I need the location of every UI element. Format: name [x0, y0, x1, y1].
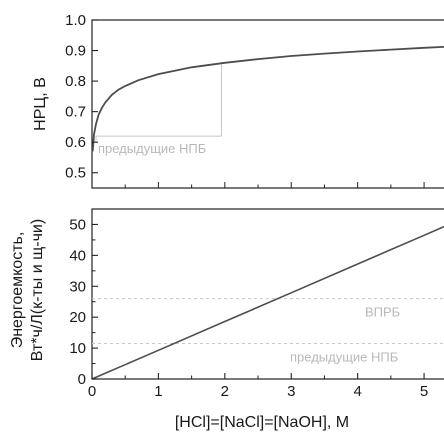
- energy-y-axis-label-line1: Энергоемкость,: [9, 232, 26, 349]
- x-tick-label: 1: [154, 383, 162, 400]
- previous-npb-annotation-top: предыдущие НПБ: [98, 141, 206, 156]
- x-tick-label: 4: [353, 383, 361, 400]
- energy-density-panel: 0 10 20 30 40 50 0 1 2 3 4 5 Энергоемкость, Вт*ч/Л…: [9, 209, 444, 431]
- x-tick-label: 2: [221, 383, 229, 400]
- x-tick-label: 0: [88, 383, 96, 400]
- ocv-y-tick-label: 0.8: [65, 73, 86, 90]
- previous-npb-reference-label: предыдущие НПБ: [290, 349, 398, 364]
- vprb-reference-label: ВПРБ: [365, 305, 400, 320]
- concentration-x-axis-label: [HCl]=[NaCl]=[NaOH], M: [175, 414, 349, 431]
- ocv-y-tick-label: 0.9: [65, 43, 86, 60]
- ocv-y-tick-label: 0.6: [65, 134, 86, 151]
- ocv-panel: 0.5 0.6 0.7 0.8 0.9 1.0 НРЦ, В предыдущие НПБ: [32, 12, 444, 188]
- ocv-y-tick-label: 1.0: [65, 12, 86, 29]
- ocv-y-axis-label: НРЦ, В: [32, 77, 49, 131]
- ocv-plot-frame: [92, 20, 444, 188]
- x-tick-label: 5: [420, 383, 428, 400]
- energy-y-tick-label: 10: [69, 340, 86, 357]
- energy-y-axis-label-line2: Вт*ч/Л(к-ты и щ-чи): [29, 219, 46, 361]
- energy-y-tick-label: 40: [69, 247, 86, 264]
- energy-y-tick-label: 20: [69, 309, 86, 326]
- energy-y-tick-label: 0: [78, 371, 86, 388]
- x-tick-label: 3: [287, 383, 295, 400]
- energy-y-tick-label: 50: [69, 216, 86, 233]
- energy-y-tick-label: 30: [69, 278, 86, 295]
- ocv-y-tick-label: 0.7: [65, 104, 86, 121]
- ocv-y-tick-label: 0.5: [65, 165, 86, 182]
